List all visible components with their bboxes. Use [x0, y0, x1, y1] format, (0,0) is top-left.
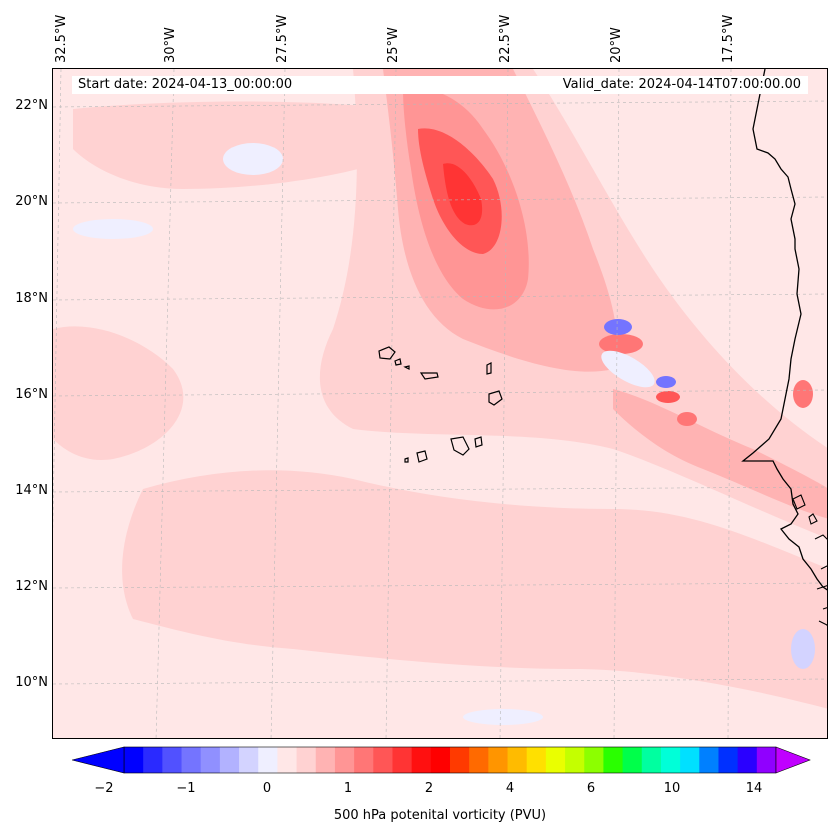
latitude-label-20n: 20°N	[15, 194, 48, 209]
colorbar-segment	[181, 747, 202, 773]
colorbar-segment	[469, 747, 489, 773]
colorbar-segment	[699, 747, 719, 773]
colorbar-segment	[219, 747, 240, 773]
colorbar-tick-label: 14	[745, 781, 763, 796]
colorbar-tick-label: 4	[505, 781, 515, 796]
colorbar-segment	[258, 747, 278, 773]
colorbar-title: 500 hPa potenital vorticity (PVU)	[333, 808, 547, 823]
cape-verde-islands	[378, 346, 503, 463]
colorbar-segment	[315, 747, 336, 773]
valid-date-text: Valid_date: 2024-04-14T07:00:00.00	[562, 77, 801, 92]
colorbar-segment	[200, 747, 221, 773]
colorbar-segment	[334, 747, 355, 773]
colorbar-segment	[660, 747, 681, 773]
colorbar-segment	[507, 747, 528, 773]
pv-anomaly-red-1	[599, 334, 643, 354]
pv-band-coast	[613, 389, 827, 519]
pv-anomaly-red-4	[793, 380, 813, 408]
pv-colorbar	[72, 746, 811, 774]
longitude-label-25w: 25°W	[386, 27, 401, 63]
colorbar-segment	[641, 747, 662, 773]
colorbar-segment	[545, 747, 566, 773]
colorbar-segment	[430, 747, 451, 773]
colorbar-segment	[277, 747, 298, 773]
map-panel	[52, 68, 828, 739]
pv-anomaly-red-2	[656, 391, 680, 403]
pv-anomaly-blue-1	[604, 319, 632, 335]
longitude-label-32-5w: 32.5°W	[54, 14, 69, 63]
colorbar-segment	[373, 747, 393, 773]
longitude-label-17-5w: 17.5°W	[721, 14, 736, 63]
pv-patch-blue-west	[73, 219, 153, 239]
longitude-label-20w: 20°W	[609, 27, 624, 63]
pv-patch-blue-nw	[223, 143, 283, 175]
pv-band-north	[73, 101, 393, 189]
colorbar-segment	[756, 747, 777, 773]
start-date-text: Start date: 2024-04-13_00:00:00	[78, 77, 293, 92]
guinea-bissau-coast	[792, 494, 827, 627]
pv-anomaly-blue-2	[656, 376, 676, 388]
longitude-label-30w: 30°W	[163, 27, 178, 63]
latitude-label-10n: 10°N	[15, 675, 48, 690]
date-info-bar	[72, 76, 808, 94]
colorbar-segment	[239, 747, 259, 773]
colorbar-segment	[488, 747, 509, 773]
colorbar-tick-label: 6	[586, 781, 596, 796]
colorbar-tick-label: 0	[262, 781, 272, 796]
pv-field-map	[53, 69, 827, 738]
colorbar-segment	[584, 747, 604, 773]
latitude-label-14n: 14°N	[15, 483, 48, 498]
colorbar-segment	[603, 747, 624, 773]
colorbar-segment	[296, 747, 317, 773]
colorbar-segment	[450, 747, 470, 773]
west-africa-coastline	[741, 69, 827, 591]
colorbar-segments	[123, 746, 777, 774]
colorbar-segment	[411, 747, 432, 773]
latitude-label-18n: 18°N	[15, 291, 48, 306]
colorbar-segment	[565, 747, 585, 773]
colorbar-segment	[718, 747, 739, 773]
pv-band-south	[122, 470, 827, 709]
latitude-label-12n: 12°N	[15, 579, 48, 594]
colorbar-extend-low	[72, 746, 125, 774]
colorbar-segment	[162, 747, 183, 773]
colorbar-extend-high	[775, 746, 811, 774]
pv-patch-blue-se	[791, 629, 815, 669]
colorbar-segment	[143, 747, 163, 773]
colorbar-tick-label: −1	[176, 781, 196, 796]
latitude-label-16n: 16°N	[15, 387, 48, 402]
colorbar-tick-label: 1	[343, 781, 353, 796]
pv-anomaly-white-1	[601, 350, 655, 388]
longitude-label-27-5w: 27.5°W	[275, 14, 290, 63]
colorbar-segment	[392, 747, 413, 773]
pv-patch-blue-south	[463, 709, 543, 725]
colorbar-tick-label: 2	[424, 781, 434, 796]
colorbar-segment	[526, 747, 547, 773]
colorbar-segment	[622, 747, 643, 773]
pv-band-west	[53, 326, 184, 460]
colorbar-segment	[737, 747, 758, 773]
colorbar-segment	[680, 747, 700, 773]
longitude-label-22-5w: 22.5°W	[498, 14, 513, 63]
pv-streamer-max	[443, 163, 483, 226]
pv-anomaly-red-3	[677, 412, 697, 426]
colorbar-tick-label: 10	[663, 781, 681, 796]
colorbar-segment	[354, 747, 374, 773]
latitude-label-22n: 22°N	[15, 98, 48, 113]
colorbar-tick-label: −2	[94, 781, 114, 796]
map-gridlines	[53, 69, 827, 738]
colorbar-segment	[124, 747, 144, 773]
